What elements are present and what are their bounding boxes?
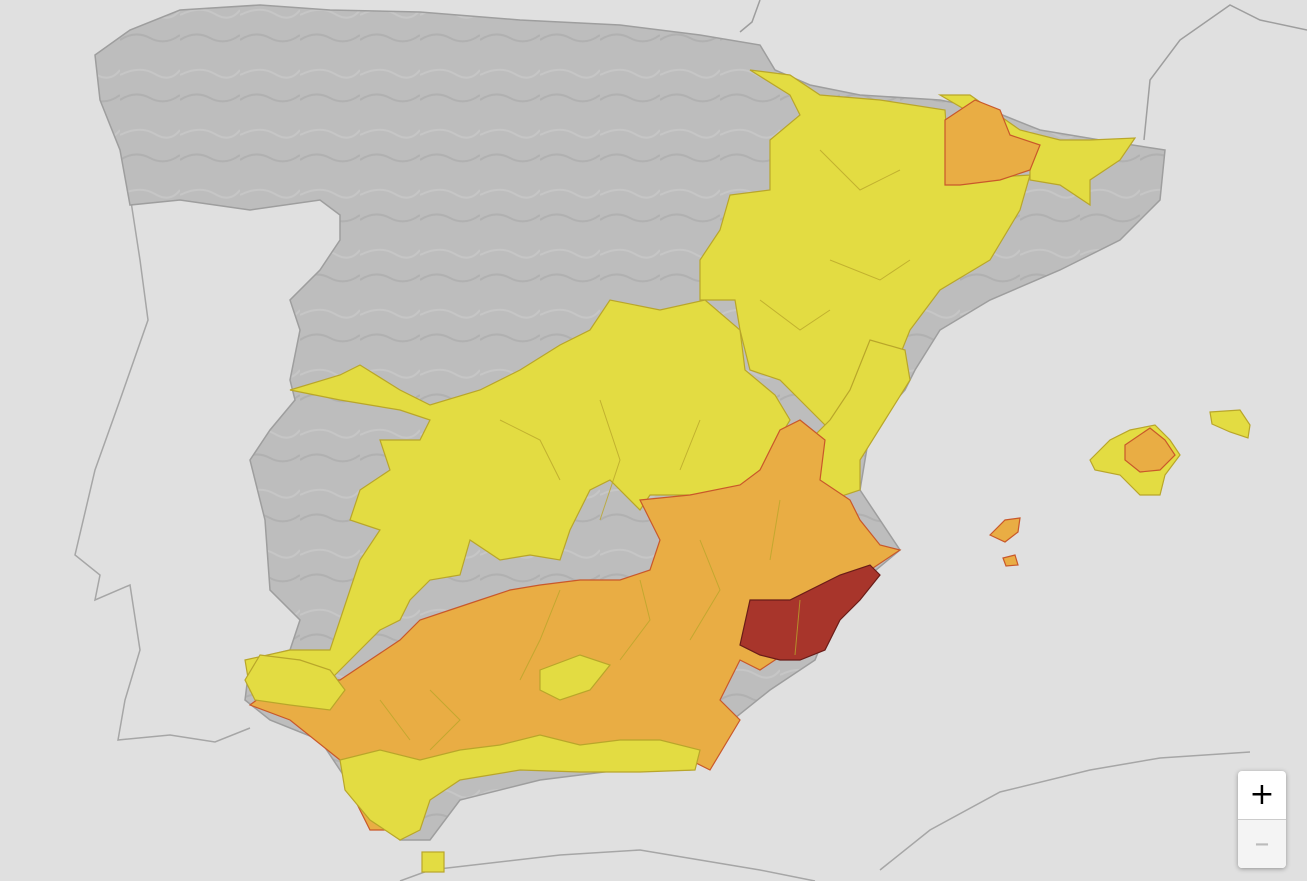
region-yellow-huelva[interactable] xyxy=(244,654,346,711)
warning-regions[interactable] xyxy=(244,69,1137,841)
region-orange-lleida[interactable] xyxy=(944,99,1041,186)
region-yellow-granada[interactable] xyxy=(539,654,612,701)
zoom-divider xyxy=(1238,819,1286,820)
region-red-murcia[interactable] xyxy=(739,564,881,661)
region-yellow-ceuta[interactable] xyxy=(421,851,445,873)
province-borders xyxy=(379,149,911,751)
zoom-in-button[interactable]: + xyxy=(1249,777,1275,812)
region-yellow-castilla[interactable] xyxy=(244,299,791,692)
balearic-islands[interactable] xyxy=(988,409,1251,567)
portugal-land xyxy=(74,194,251,743)
region-yellow-menorca[interactable] xyxy=(1209,409,1251,439)
france-coastline xyxy=(739,0,1307,141)
region-orange-formentera[interactable] xyxy=(1002,554,1019,567)
zoom-control: + – xyxy=(1238,771,1286,868)
region-yellow-andalucia-coast[interactable] xyxy=(339,734,701,841)
region-orange-ibiza[interactable] xyxy=(988,517,1021,543)
zoom-out-button[interactable]: – xyxy=(1238,820,1286,868)
region-orange-mallorca[interactable] xyxy=(1124,427,1176,473)
